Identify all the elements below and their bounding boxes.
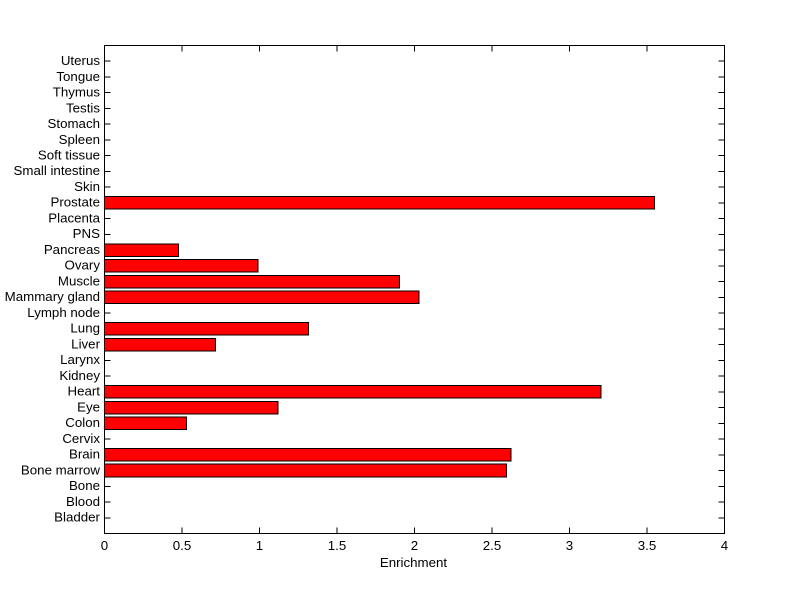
svg-text:Soft tissue: Soft tissue [38, 147, 100, 162]
svg-text:Brain: Brain [69, 447, 100, 462]
svg-text:Kidney: Kidney [59, 368, 100, 383]
svg-text:Tongue: Tongue [56, 69, 100, 84]
svg-text:0.5: 0.5 [173, 538, 192, 553]
svg-text:Small intestine: Small intestine [14, 163, 100, 178]
svg-text:Enrichment: Enrichment [380, 555, 448, 570]
svg-text:Stomach: Stomach [48, 116, 100, 131]
svg-text:Mammary gland: Mammary gland [5, 289, 100, 304]
svg-text:0: 0 [101, 538, 108, 553]
svg-text:Uterus: Uterus [61, 53, 101, 68]
svg-text:1.5: 1.5 [328, 538, 347, 553]
svg-text:Larynx: Larynx [60, 352, 100, 367]
svg-text:2.5: 2.5 [483, 538, 502, 553]
svg-text:Eye: Eye [77, 399, 100, 414]
svg-text:Colon: Colon [65, 415, 100, 430]
svg-text:1: 1 [256, 538, 263, 553]
svg-text:Prostate: Prostate [50, 195, 100, 210]
svg-text:Ovary: Ovary [65, 258, 101, 273]
svg-text:Bone: Bone [69, 478, 100, 493]
svg-text:2: 2 [411, 538, 418, 553]
svg-text:Cervix: Cervix [62, 431, 100, 446]
svg-text:Lymph node: Lymph node [27, 305, 100, 320]
svg-text:Liver: Liver [71, 336, 100, 351]
svg-text:Blood: Blood [66, 494, 100, 509]
svg-text:Bladder: Bladder [54, 510, 100, 525]
svg-text:4: 4 [721, 538, 728, 553]
svg-text:Spleen: Spleen [59, 132, 100, 147]
svg-text:3.5: 3.5 [638, 538, 657, 553]
svg-text:Muscle: Muscle [58, 273, 100, 288]
svg-text:Bone marrow: Bone marrow [21, 462, 100, 477]
svg-text:Lung: Lung [70, 321, 100, 336]
svg-text:3: 3 [566, 538, 573, 553]
svg-text:Placenta: Placenta [48, 210, 100, 225]
svg-text:Pancreas: Pancreas [44, 242, 101, 257]
svg-text:Testis: Testis [66, 100, 100, 115]
svg-text:Thymus: Thymus [53, 85, 101, 100]
svg-text:Skin: Skin [74, 179, 100, 194]
svg-text:Heart: Heart [67, 384, 100, 399]
svg-text:PNS: PNS [73, 226, 100, 241]
